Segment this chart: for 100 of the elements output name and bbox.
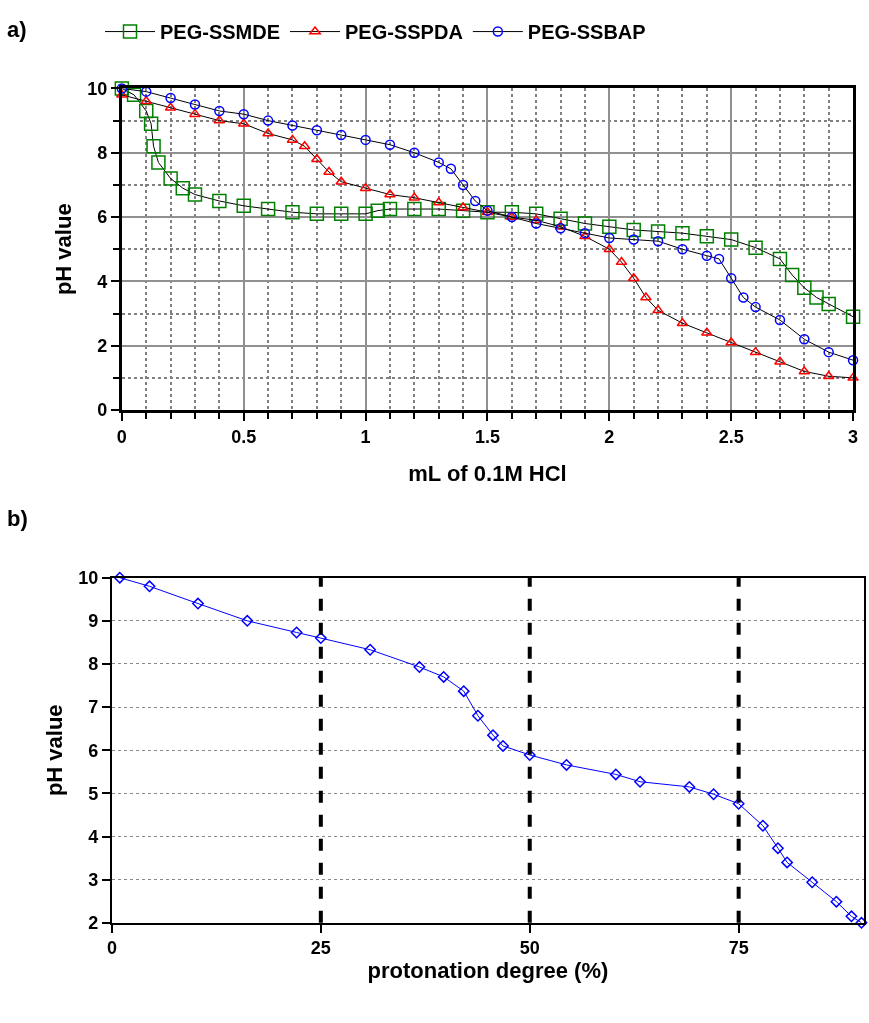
x-tick-label: 75 xyxy=(728,938,749,959)
legend-label: PEG-SSPDA xyxy=(345,21,463,44)
point xyxy=(627,272,640,282)
point xyxy=(652,235,664,247)
point xyxy=(821,296,836,312)
point xyxy=(409,147,420,158)
x-tick-label: 3 xyxy=(848,426,859,447)
point xyxy=(165,92,176,104)
point xyxy=(725,272,737,284)
legend-label: PEG-SSBAP xyxy=(527,21,646,44)
point xyxy=(290,626,303,639)
point xyxy=(799,334,810,345)
point xyxy=(797,280,812,296)
x-tick-label: 1 xyxy=(360,426,371,447)
y-tick-label: 4 xyxy=(97,271,108,292)
chart-title: a) xyxy=(7,17,27,42)
point xyxy=(830,895,843,908)
y-tick-label: 6 xyxy=(88,740,99,761)
point xyxy=(212,193,227,209)
point xyxy=(723,232,739,247)
y-tick-label: 0 xyxy=(97,400,108,421)
y-tick-label: 2 xyxy=(97,336,108,357)
x-tick-label: 0 xyxy=(116,426,127,447)
point xyxy=(335,129,347,141)
point xyxy=(470,195,481,207)
point xyxy=(241,614,254,627)
point xyxy=(314,632,327,645)
x-tick-label: 2.5 xyxy=(718,426,744,447)
point xyxy=(738,292,749,303)
point xyxy=(238,108,249,120)
point xyxy=(433,157,444,168)
y-tick-label: 8 xyxy=(88,654,99,675)
point xyxy=(823,346,834,358)
point xyxy=(236,198,251,214)
legend-label: PEG-SSMDE xyxy=(160,21,281,44)
y-axis-title: pH value xyxy=(41,704,67,797)
point xyxy=(360,134,371,146)
point xyxy=(175,180,191,196)
point xyxy=(471,709,484,722)
y-tick-label: 7 xyxy=(88,697,99,718)
point xyxy=(187,187,203,202)
point xyxy=(845,309,861,325)
point xyxy=(675,225,690,241)
point xyxy=(553,211,568,226)
point xyxy=(285,205,300,220)
point xyxy=(310,153,323,163)
point xyxy=(602,219,617,234)
point xyxy=(311,125,323,136)
point xyxy=(504,205,520,220)
point xyxy=(634,775,646,788)
point xyxy=(749,346,762,356)
point xyxy=(189,99,201,110)
point xyxy=(555,223,566,234)
point xyxy=(192,597,204,610)
y-tick-label: 3 xyxy=(88,869,99,890)
y-tick-label: 4 xyxy=(88,826,99,847)
point xyxy=(774,356,786,365)
point xyxy=(126,87,142,103)
y-tick-label: 6 xyxy=(97,207,108,228)
point xyxy=(774,314,786,326)
point xyxy=(560,758,573,771)
y-tick-label: 10 xyxy=(78,567,99,588)
point xyxy=(750,301,761,313)
point xyxy=(287,120,298,131)
point xyxy=(214,105,225,117)
point xyxy=(497,739,509,752)
point xyxy=(437,670,450,683)
point xyxy=(683,780,696,793)
point xyxy=(384,139,396,150)
point xyxy=(455,203,471,218)
point xyxy=(480,205,495,220)
point xyxy=(845,910,858,923)
point xyxy=(756,819,769,832)
point xyxy=(309,206,325,222)
point xyxy=(487,729,499,742)
point xyxy=(413,661,426,673)
point xyxy=(384,189,396,198)
point xyxy=(151,155,166,170)
point xyxy=(809,290,824,305)
point xyxy=(701,250,713,261)
point xyxy=(781,856,794,869)
point xyxy=(113,571,126,584)
point xyxy=(609,768,622,781)
point xyxy=(530,218,542,229)
point xyxy=(676,317,689,327)
point xyxy=(677,243,688,255)
point xyxy=(628,234,639,245)
point xyxy=(626,222,641,238)
x-tick-label: 50 xyxy=(519,938,540,959)
point xyxy=(146,139,161,154)
y-axis-title: pH value xyxy=(51,203,77,296)
y-tick-label: 9 xyxy=(88,611,99,632)
point xyxy=(143,580,156,593)
point xyxy=(457,179,469,191)
point xyxy=(650,224,666,239)
point xyxy=(806,876,819,889)
chart-title: b) xyxy=(7,506,28,531)
point xyxy=(707,788,720,801)
point xyxy=(784,267,800,283)
point xyxy=(262,115,274,126)
